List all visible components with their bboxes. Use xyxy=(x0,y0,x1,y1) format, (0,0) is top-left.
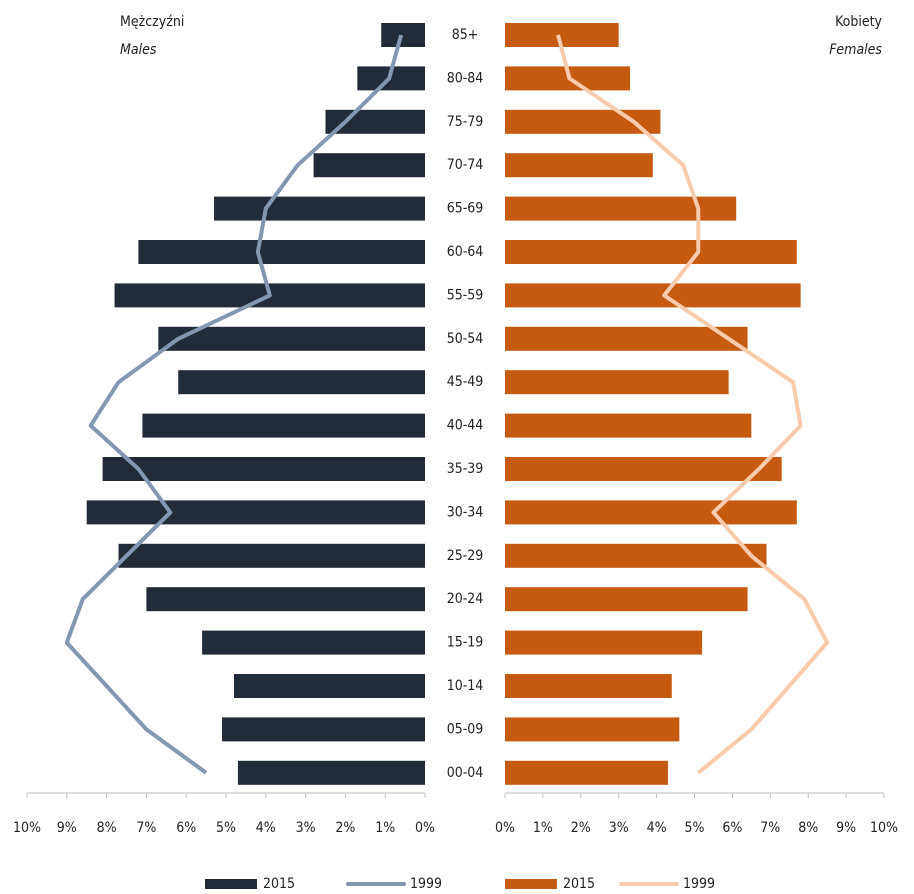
bar xyxy=(313,153,425,178)
bar xyxy=(505,543,767,568)
category-label: 30-34 xyxy=(447,504,484,520)
bar xyxy=(505,370,729,395)
bar xyxy=(102,457,426,481)
x-tick-label: 4% xyxy=(647,820,667,836)
bar xyxy=(178,370,425,395)
bar xyxy=(237,760,425,785)
x-tick-label: 10% xyxy=(13,820,41,836)
legend-label: 2015 xyxy=(563,876,595,892)
bar xyxy=(505,240,797,264)
category-label: 75-79 xyxy=(447,114,484,130)
panel-subtitle: Females xyxy=(829,42,882,58)
x-tick-label: 6% xyxy=(722,820,742,836)
category-label: 25-29 xyxy=(447,548,484,564)
bar xyxy=(505,500,797,525)
x-tick-label: 2% xyxy=(335,820,355,836)
bar xyxy=(158,326,425,351)
x-tick-label: 7% xyxy=(136,820,156,836)
bar xyxy=(138,240,425,264)
bar xyxy=(505,153,653,178)
category-label: 60-64 xyxy=(447,244,484,260)
category-label: 70-74 xyxy=(447,157,484,173)
bar xyxy=(505,587,748,612)
x-tick-label: 8% xyxy=(798,820,818,836)
category-label: 40-44 xyxy=(447,418,484,434)
bar xyxy=(381,23,425,47)
x-tick-label: 1% xyxy=(533,820,553,836)
x-tick-label: 0% xyxy=(415,820,435,836)
category-label: 50-54 xyxy=(447,331,484,347)
bar xyxy=(505,630,703,655)
category-label: 85+ xyxy=(452,27,479,43)
line xyxy=(64,34,404,775)
category-label: 45-49 xyxy=(447,374,484,390)
x-tick-label: 10% xyxy=(870,820,898,836)
legend-label: 1999 xyxy=(410,876,442,892)
bar xyxy=(505,760,668,785)
x-tick-label: 7% xyxy=(760,820,780,836)
category-label: 05-09 xyxy=(447,721,484,737)
bar xyxy=(146,587,425,612)
x-tick-label: 9% xyxy=(57,820,77,836)
bar xyxy=(325,109,425,134)
category-label: 15-19 xyxy=(447,635,484,651)
bar xyxy=(86,500,425,525)
x-tick-label: 2% xyxy=(571,820,591,836)
x-tick-label: 0% xyxy=(495,820,515,836)
line xyxy=(556,34,830,775)
bar xyxy=(233,674,425,698)
category-label: 55-59 xyxy=(447,287,484,303)
bar xyxy=(505,109,661,134)
legend-swatch xyxy=(205,879,257,889)
bar xyxy=(505,413,752,438)
bar xyxy=(505,674,672,698)
category-label: 20-24 xyxy=(447,591,484,607)
panel-title: Mężczyźni xyxy=(120,14,184,30)
legend-label: 2015 xyxy=(263,876,295,892)
legend-swatch xyxy=(505,879,557,889)
category-label: 80-84 xyxy=(447,70,484,86)
bar xyxy=(505,326,748,351)
x-tick-label: 4% xyxy=(256,820,276,836)
legend-label: 1999 xyxy=(683,876,715,892)
bar xyxy=(214,196,425,221)
x-tick-label: 3% xyxy=(609,820,629,836)
panel-subtitle: Males xyxy=(120,42,157,58)
bar xyxy=(505,283,801,308)
bar xyxy=(202,630,425,655)
bar xyxy=(222,717,425,742)
category-label: 35-39 xyxy=(447,461,484,477)
x-tick-label: 1% xyxy=(375,820,395,836)
bar xyxy=(505,717,680,742)
bar xyxy=(505,457,782,481)
category-label: 10-14 xyxy=(447,678,484,694)
category-label: 00-04 xyxy=(447,765,484,781)
bar xyxy=(142,413,426,438)
x-tick-label: 6% xyxy=(176,820,196,836)
category-label: 65-69 xyxy=(447,201,484,217)
panel-title: Kobiety xyxy=(835,14,882,30)
x-tick-label: 5% xyxy=(685,820,705,836)
x-tick-label: 5% xyxy=(216,820,236,836)
x-tick-label: 8% xyxy=(97,820,117,836)
x-tick-label: 3% xyxy=(296,820,316,836)
bar xyxy=(505,196,737,221)
x-tick-label: 9% xyxy=(836,820,856,836)
bar xyxy=(118,543,425,568)
